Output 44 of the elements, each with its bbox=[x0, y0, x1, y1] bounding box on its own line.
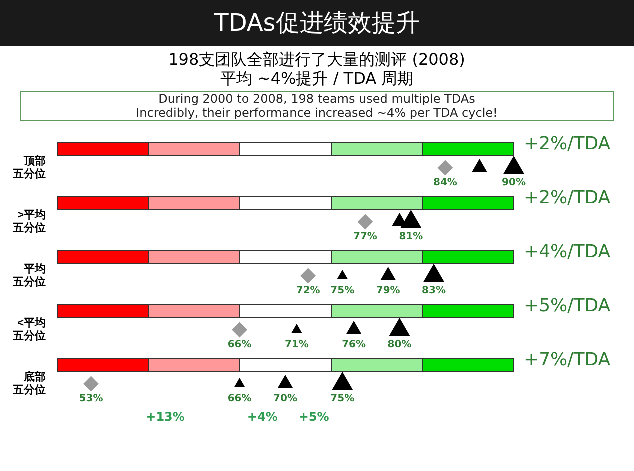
text: +2%/TDA bbox=[524, 188, 612, 209]
point bbox=[380, 268, 396, 280]
y-tick-label: 底部五分位 bbox=[12, 370, 46, 397]
data-label: 79% bbox=[376, 286, 400, 297]
data-label: 53% bbox=[79, 394, 104, 405]
data-label: 81% bbox=[399, 232, 424, 243]
data-label: 66% bbox=[228, 394, 252, 405]
text: +5%/TDA bbox=[524, 296, 612, 317]
point bbox=[338, 270, 348, 279]
point bbox=[234, 378, 245, 387]
point bbox=[401, 210, 422, 228]
data-label: 77% bbox=[354, 232, 378, 243]
chart-title: TDAs促进绩效提升 bbox=[0, 0, 634, 46]
data-label: 70% bbox=[274, 394, 298, 405]
point bbox=[292, 324, 302, 333]
y-tick-label: >平均五分位 bbox=[12, 208, 46, 235]
annotation: +4% bbox=[247, 410, 278, 424]
data-label: 84% bbox=[433, 178, 458, 189]
annotation: +13% bbox=[146, 410, 185, 424]
data-label: 75% bbox=[330, 286, 355, 297]
text: +4%/TDA bbox=[524, 242, 612, 263]
text: +7%/TDA bbox=[524, 350, 612, 371]
data-label: 75% bbox=[330, 394, 355, 405]
y-tick-label: <平均五分位 bbox=[12, 316, 46, 343]
y-tick-label: 平均五分位 bbox=[12, 262, 46, 289]
data-label: 72% bbox=[296, 286, 320, 297]
data-label: 76% bbox=[342, 340, 366, 351]
point bbox=[390, 318, 410, 336]
point bbox=[278, 376, 293, 388]
text: During 2000 to 2008, 198 teams used multiple TDAs Incredibly, their performance increased ~4% per TDA cycle! bbox=[20, 91, 614, 121]
data-label: 90% bbox=[502, 178, 526, 189]
data-label: 83% bbox=[422, 286, 446, 297]
point bbox=[504, 156, 524, 174]
point bbox=[346, 322, 362, 334]
data-label: 66% bbox=[228, 340, 252, 351]
text: +2%/TDA bbox=[524, 134, 612, 155]
data-label: 71% bbox=[284, 340, 309, 351]
point bbox=[472, 160, 488, 172]
data-label: 80% bbox=[388, 340, 412, 351]
y-tick-label: 顶部五分位 bbox=[12, 154, 46, 181]
chart-subtitle: 198支团队全部进行了大量的测评 (2008) 平均 ~4%提升 / TDA 周期 bbox=[168, 50, 466, 88]
point bbox=[424, 264, 444, 282]
point bbox=[332, 372, 353, 390]
annotation: +5% bbox=[298, 410, 330, 424]
